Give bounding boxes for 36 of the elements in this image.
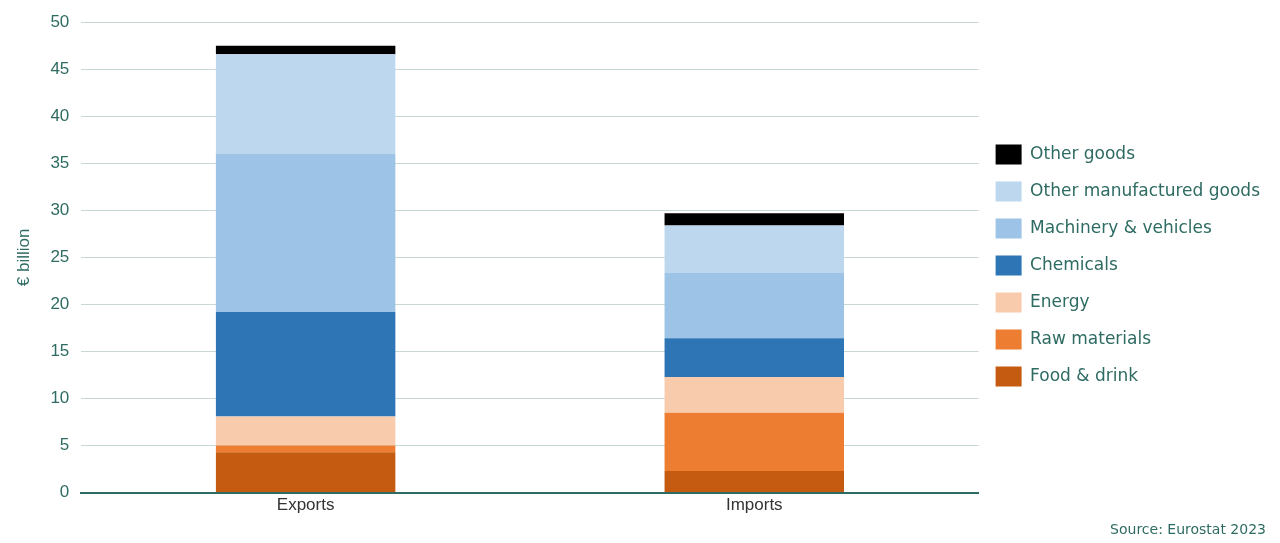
y-tick-label: 50	[50, 11, 70, 31]
x-tick-label: Imports	[725, 495, 783, 515]
bar	[664, 225, 845, 273]
bar	[664, 272, 845, 339]
bar	[664, 376, 845, 413]
legend-label: Other manufactured goods	[1030, 179, 1261, 200]
legend-label: Food & drink	[1030, 364, 1139, 385]
legend-label: Chemicals	[1030, 253, 1118, 274]
y-tick-label: 25	[50, 247, 70, 267]
y-tick-label: 40	[50, 105, 70, 125]
y-tick-label: 10	[50, 388, 70, 408]
bar	[664, 412, 845, 471]
bar	[215, 416, 396, 446]
legend-label: Raw materials	[1030, 327, 1152, 348]
y-tick-label: 5	[59, 435, 70, 455]
bar	[215, 445, 396, 453]
bar	[215, 311, 396, 417]
legend-label: Machinery & vehicles	[1030, 216, 1212, 237]
x-tick-label: Exports	[276, 495, 335, 515]
bar	[215, 452, 396, 493]
source-note: Source: Eurostat 2023	[1110, 521, 1266, 537]
bar	[664, 470, 845, 493]
bar	[215, 45, 396, 55]
legend-label: Energy	[1030, 290, 1090, 311]
legend-label: Other goods	[1030, 142, 1136, 163]
y-tick-label: 0	[59, 482, 70, 502]
y-tick-label: 35	[50, 153, 70, 173]
y-axis-title: € billion	[13, 228, 33, 287]
bar	[664, 338, 845, 377]
y-tick-label: 15	[50, 341, 70, 361]
bar	[215, 153, 396, 312]
bar	[664, 213, 845, 226]
y-tick-label: 30	[50, 200, 70, 220]
y-tick-label: 45	[50, 58, 70, 78]
y-tick-label: 20	[50, 294, 70, 314]
bar	[215, 54, 396, 154]
